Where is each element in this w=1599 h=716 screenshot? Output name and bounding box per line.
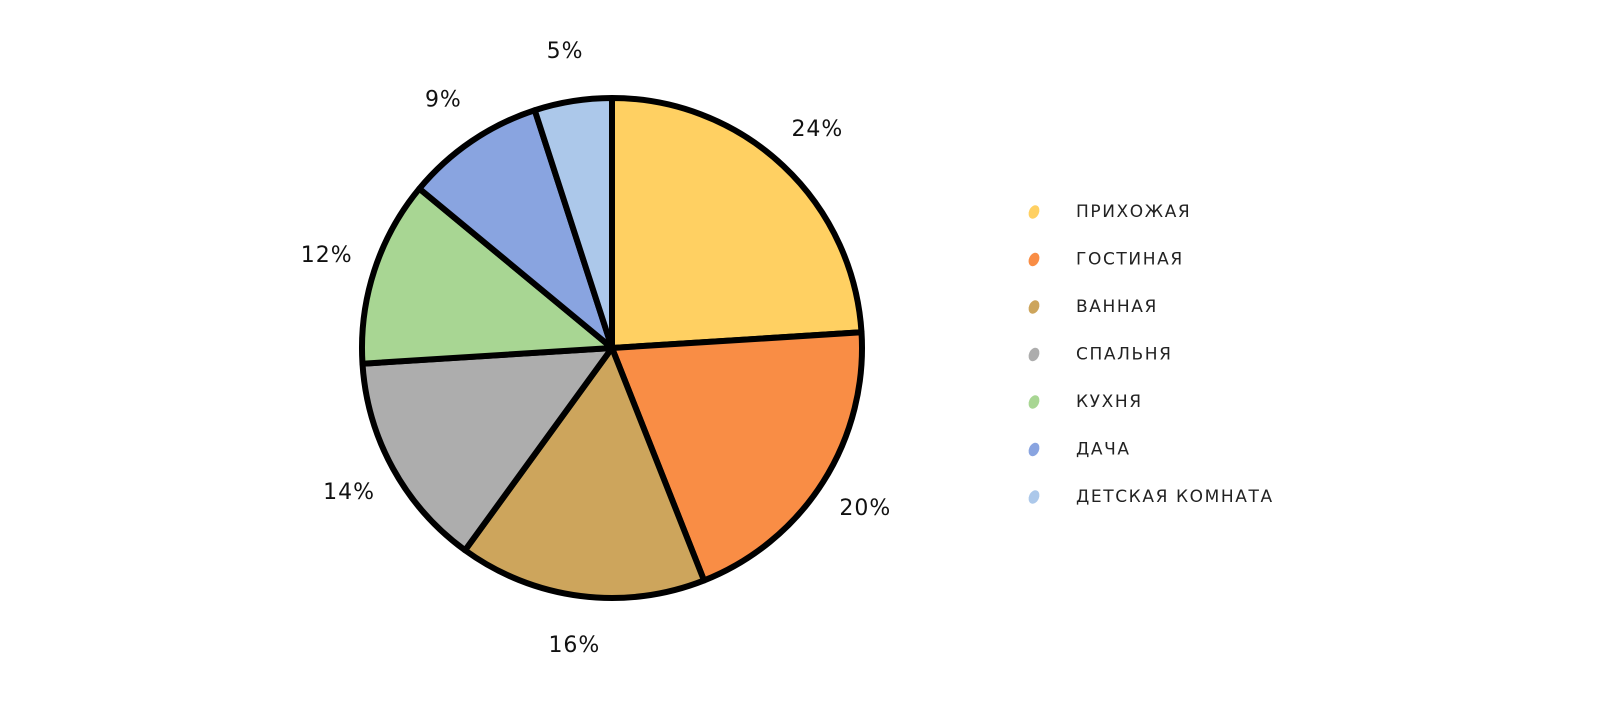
slice-value-label: 14%	[323, 480, 375, 505]
slice-value-label: 24%	[791, 117, 843, 142]
legend-label-1: ПРИХОЖАЯ	[1076, 202, 1191, 222]
pie-slice-1	[609, 95, 865, 351]
slice-value-labels: 24% 20% 16% 14% 12% 9% 5%	[301, 39, 891, 658]
legend-label-2: ГОСТИНАЯ	[1076, 250, 1184, 270]
pie-slice-7	[531, 95, 615, 351]
slice-value-label: 16%	[548, 633, 600, 658]
legend-swatch-5	[1028, 395, 1040, 409]
legend-label-6: ДАЧА	[1076, 440, 1131, 460]
pie-slice-2	[609, 329, 865, 584]
legend-label-4: СПАЛЬНЯ	[1076, 345, 1173, 365]
legend-label-7: ДЕТСКАЯ КОМНАТА	[1076, 487, 1274, 507]
pie-slice-3	[462, 345, 708, 601]
legend-swatch-1	[1028, 205, 1040, 219]
legend-swatch-6	[1028, 442, 1040, 457]
legend-swatch-3	[1028, 300, 1040, 314]
pie-slices	[359, 95, 865, 601]
legend-swatch-4	[1028, 347, 1040, 362]
pie-slice-6	[416, 107, 615, 351]
legend-label-5: КУХНЯ	[1076, 392, 1143, 412]
slice-value-label: 20%	[839, 496, 891, 521]
legend-label-3: ВАННАЯ	[1076, 297, 1158, 317]
pie-slice-4	[359, 345, 615, 554]
legend-swatch-7	[1028, 490, 1040, 504]
legend-swatch-2	[1028, 252, 1040, 267]
legend: ПРИХОЖАЯ ГОСТИНАЯ ВАННАЯ СПАЛЬНЯ КУХНЯ ДАЧА ДЕ…	[1028, 202, 1274, 507]
slice-value-label: 5%	[547, 39, 584, 64]
pie-slice-5	[359, 185, 615, 367]
slice-value-label: 12%	[301, 243, 353, 268]
slice-value-label: 9%	[425, 87, 462, 112]
